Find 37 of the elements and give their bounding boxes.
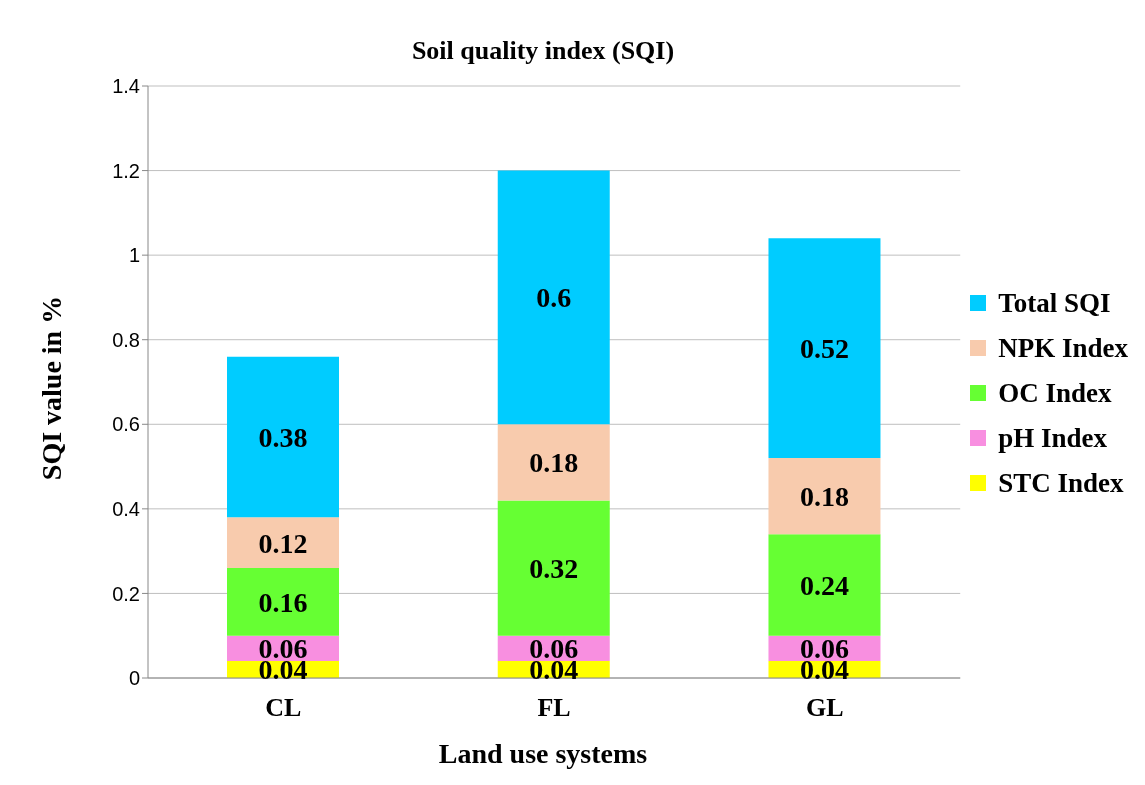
y-axis-title: SQI value in %	[36, 295, 68, 481]
data-label: 0.52	[799, 333, 849, 365]
x-tick-label: CL	[265, 693, 302, 723]
data-label: 0.18	[529, 447, 579, 479]
y-tick-label: 1	[128, 244, 140, 267]
data-label: 0.16	[258, 586, 308, 618]
x-axis-title: Land use systems	[437, 738, 649, 770]
y-tick-label: 0.6	[112, 413, 140, 436]
bar	[768, 458, 881, 535]
bar	[497, 170, 610, 425]
bar	[768, 238, 881, 459]
x-tick-label: FL	[537, 693, 571, 723]
data-label: 0.6	[536, 282, 572, 314]
data-label: 0.24	[799, 569, 849, 601]
y-tick-label: 0.4	[112, 497, 140, 520]
bar	[768, 534, 881, 636]
legend-label: NPK Index	[998, 332, 1128, 364]
chart-title: Soil quality index (SQI)	[410, 36, 676, 66]
data-label: 0.32	[529, 553, 579, 584]
data-label: 0.38	[258, 421, 308, 453]
y-tick-label: 0.8	[112, 328, 140, 351]
bar	[227, 568, 339, 636]
bar	[497, 424, 610, 501]
bar	[227, 517, 339, 569]
y-tick-label: 1.4	[112, 75, 140, 98]
y-tick-label: 1.2	[112, 159, 140, 182]
x-tick-label: GL	[806, 693, 844, 723]
legend-label: STC Index	[998, 467, 1124, 499]
legend-label: pH Index	[998, 422, 1108, 454]
y-tick-label: 0.2	[112, 582, 140, 605]
y-tick-label: 0	[128, 667, 140, 690]
bar	[497, 500, 610, 636]
legend-label: OC Index	[998, 377, 1112, 409]
data-label: 0.12	[258, 527, 308, 559]
bar	[227, 356, 339, 518]
data-label: 0.18	[799, 481, 849, 513]
legend-label: Total SQI	[998, 287, 1111, 319]
